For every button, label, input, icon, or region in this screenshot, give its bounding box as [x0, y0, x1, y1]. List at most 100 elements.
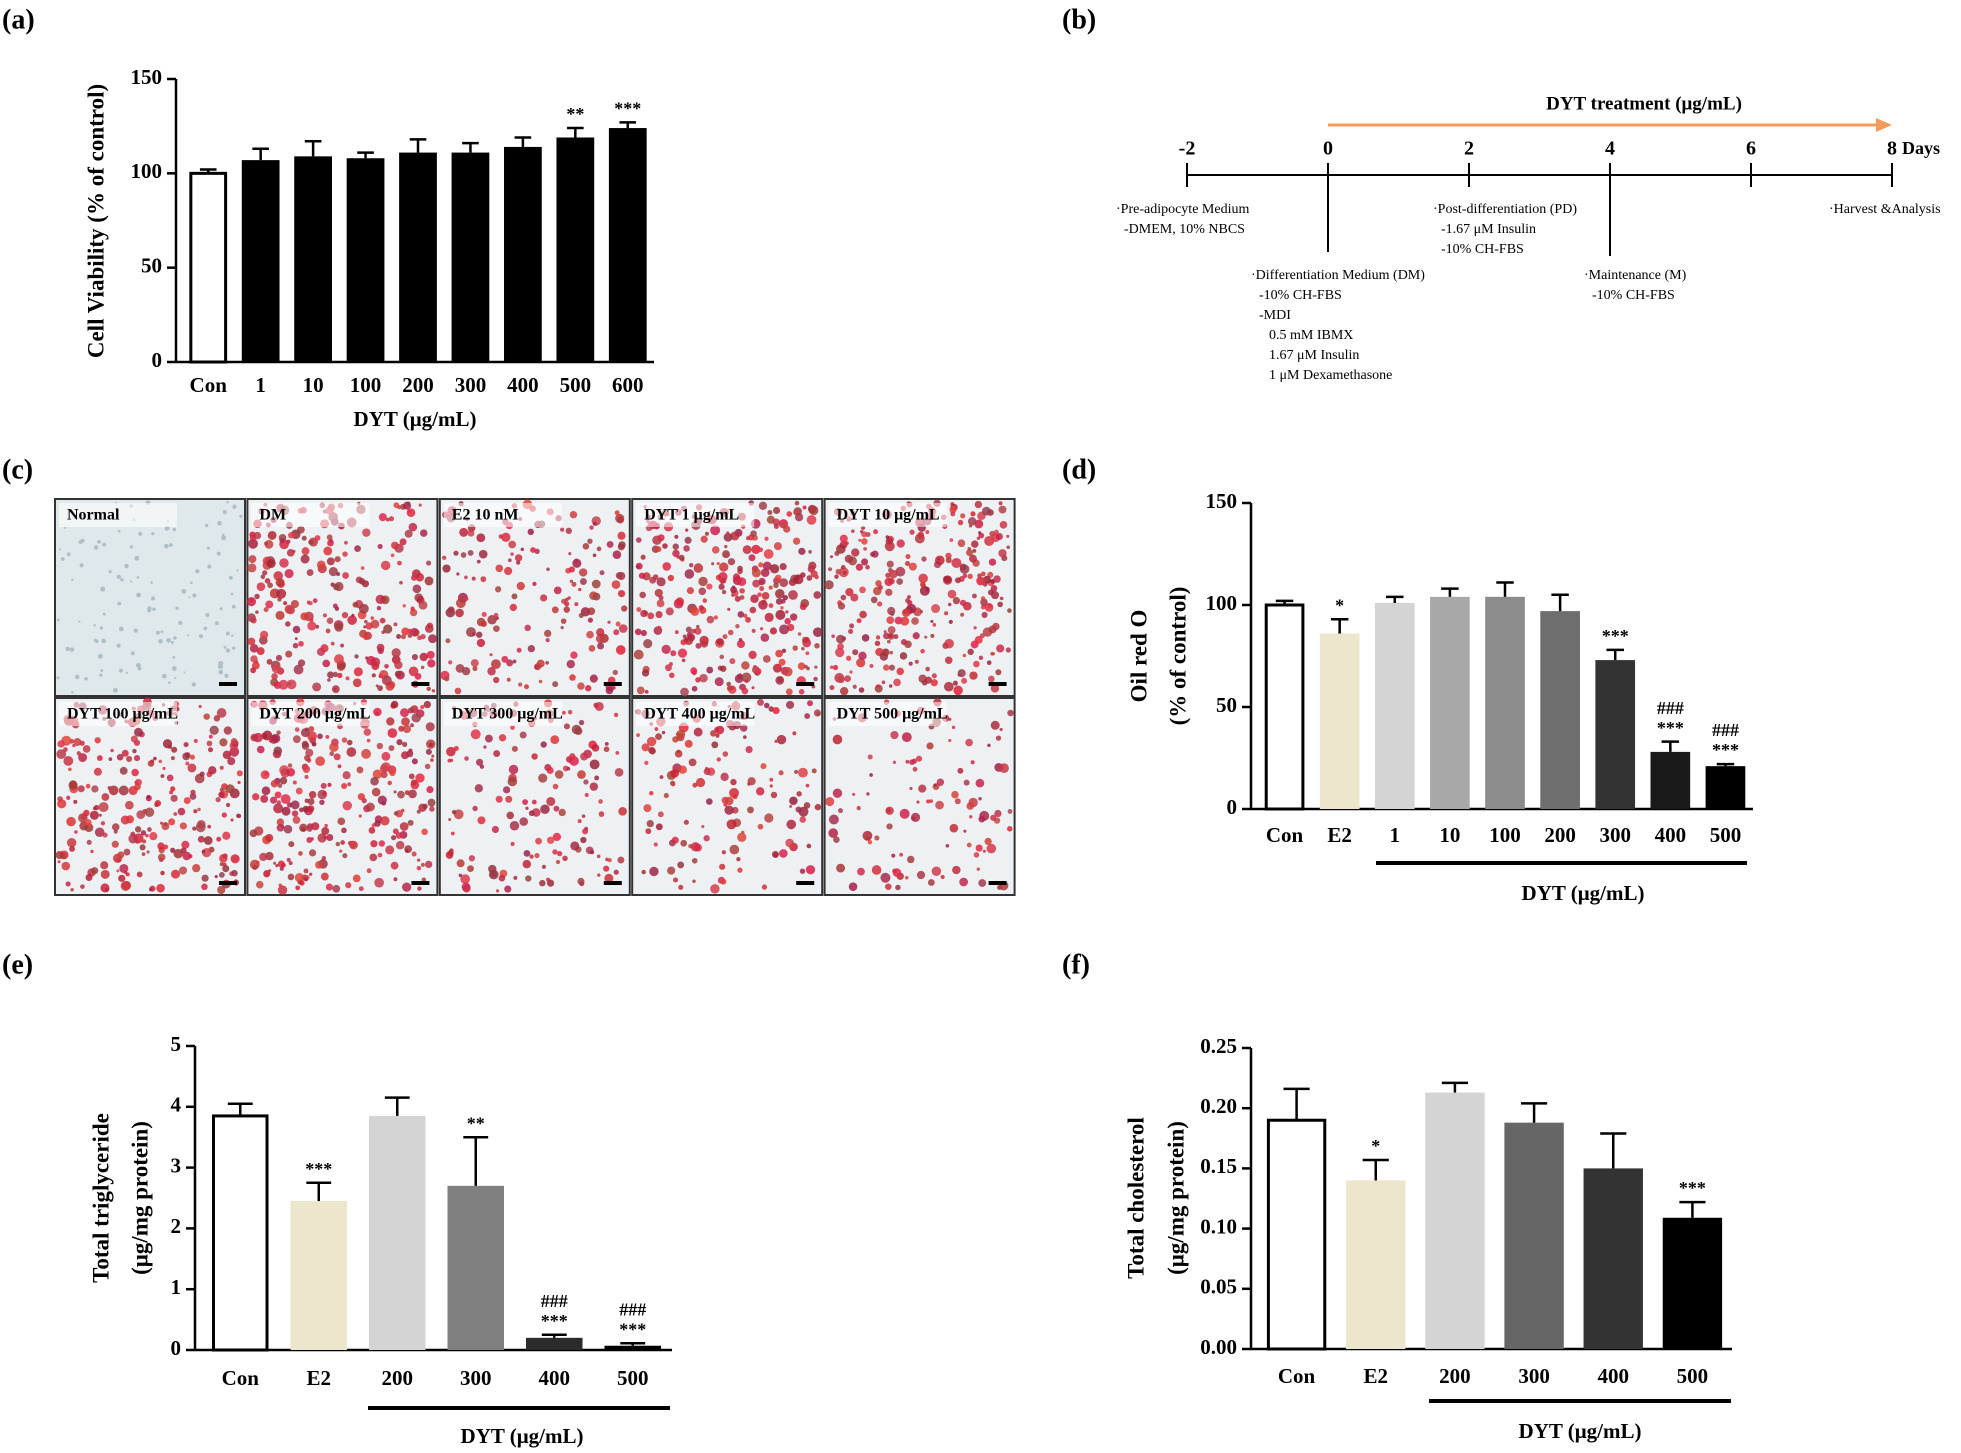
lipid-droplet: [260, 770, 270, 780]
lipid-droplet: [773, 523, 779, 530]
lipid-droplet: [480, 576, 487, 583]
label-bg: [636, 702, 755, 726]
lipid-droplet: [907, 855, 915, 864]
lipid-droplet: [120, 881, 131, 891]
lipid-droplet: [967, 648, 974, 656]
lipid-droplet: [465, 597, 469, 601]
lipid-droplet: [649, 791, 654, 796]
lipid-droplet: [388, 516, 395, 522]
lipid-droplet: [377, 685, 383, 692]
lipid-droplet: [797, 662, 806, 671]
lipid-droplet: [396, 739, 403, 746]
lipid-droplet: [116, 753, 124, 761]
lipid-droplet: [342, 771, 351, 780]
lipid-droplet: [368, 827, 376, 834]
lipid-droplet: [358, 578, 366, 585]
lipid-droplet: [582, 542, 590, 550]
cell: [71, 690, 74, 694]
lipid-droplet: [912, 632, 920, 640]
lipid-droplet: [656, 625, 662, 631]
lipid-droplet: [442, 564, 451, 573]
lipid-droplet: [693, 563, 704, 573]
lipid-droplet: [530, 547, 536, 553]
lipid-droplet: [219, 862, 224, 867]
lipid-droplet: [130, 735, 138, 743]
lipid-droplet: [592, 553, 597, 558]
timeline-unit: Days: [1902, 138, 1940, 158]
lipid-droplet: [564, 601, 570, 607]
lipid-droplet: [786, 511, 793, 517]
lipid-droplet: [286, 802, 293, 808]
micrograph: DYT 200 μg/mL: [246, 697, 439, 896]
lipid-droplet: [886, 639, 891, 644]
lipid-droplet: [594, 775, 600, 781]
lipid-droplet: [111, 840, 119, 848]
lipid-droplet: [532, 581, 537, 587]
x-tick-label: Con: [190, 373, 228, 397]
lipid-droplet: [656, 577, 666, 587]
lipid-droplet: [203, 713, 210, 720]
lipid-droplet: [729, 658, 736, 665]
lipid-droplet: [417, 886, 422, 891]
lipid-droplet: [738, 638, 743, 642]
lipid-droplet: [334, 654, 344, 665]
y-tick-label: 0.15: [1200, 1154, 1237, 1178]
lipid-droplet: [833, 836, 840, 843]
lipid-droplet: [760, 568, 770, 577]
lipid-droplet: [308, 849, 317, 857]
lipid-droplet: [745, 745, 753, 754]
lipid-droplet: [170, 756, 175, 761]
lipid-droplet: [381, 751, 391, 761]
lipid-droplet: [634, 628, 642, 636]
lipid-droplet: [153, 756, 157, 761]
lipid-droplet: [613, 869, 619, 875]
lipid-droplet: [173, 848, 184, 859]
lipid-droplet: [816, 712, 821, 717]
lipid-droplet: [230, 738, 238, 745]
lipid-droplet: [869, 773, 873, 777]
lipid-droplet: [861, 538, 868, 545]
lipid-droplet: [921, 556, 927, 562]
lipid-droplet: [726, 819, 737, 830]
lipid-droplet: [285, 621, 291, 627]
lipid-droplet: [813, 676, 818, 682]
lipid-droplet: [918, 784, 927, 793]
x-axis-label: DYT (μg/mL): [461, 1424, 584, 1448]
lipid-droplet: [381, 762, 391, 772]
lipid-droplet: [489, 653, 493, 657]
cell: [183, 671, 186, 674]
lipid-droplet: [523, 849, 531, 857]
lipid-droplet: [725, 796, 734, 806]
panel-label: (d): [1062, 454, 1096, 485]
lipid-droplet: [214, 875, 218, 879]
lipid-droplet: [721, 589, 727, 595]
lipid-droplet: [411, 851, 417, 857]
x-tick-label: E2: [306, 1366, 331, 1390]
lipid-droplet: [974, 500, 983, 509]
cell: [136, 576, 140, 579]
y-tick-label: 50: [1216, 693, 1237, 717]
lipid-droplet: [722, 634, 728, 640]
lipid-droplet: [896, 578, 903, 585]
lipid-droplet: [993, 529, 999, 535]
lipid-droplet: [893, 678, 901, 687]
scale-bar: [988, 682, 1007, 686]
lipid-droplet: [719, 665, 727, 672]
lipid-droplet: [657, 534, 665, 542]
lipid-droplet: [951, 790, 959, 799]
lipid-droplet: [550, 735, 560, 745]
lipid-droplet: [880, 872, 891, 883]
lipid-droplet: [55, 850, 64, 860]
lipid-droplet: [154, 800, 162, 807]
lipid-droplet: [681, 658, 686, 663]
lipid-droplet: [773, 852, 779, 858]
significance-label: ###: [1712, 720, 1739, 740]
lipid-droplet: [409, 608, 418, 617]
lipid-droplet: [501, 655, 509, 663]
lipid-droplet: [195, 822, 206, 833]
lipid-droplet: [370, 616, 374, 620]
lipid-droplet: [393, 811, 399, 816]
lipid-droplet: [297, 659, 306, 667]
cell: [175, 606, 179, 610]
lipid-droplet: [408, 748, 413, 753]
